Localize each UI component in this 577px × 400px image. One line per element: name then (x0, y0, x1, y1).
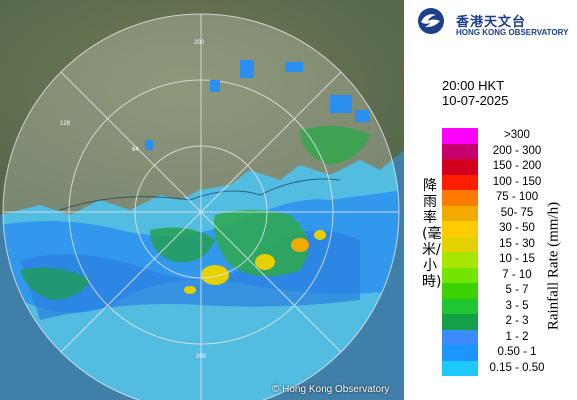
legend-swatch (442, 314, 478, 330)
ring-label-inner: 64 (132, 147, 139, 153)
legend-swatch (442, 298, 478, 314)
legend-title-en: Rainfall Rate (mm/h) (545, 201, 562, 331)
land-area (0, 0, 404, 215)
date-text: 10-07-2025 (442, 93, 509, 108)
org-name-en: HONG KONG OBSERVATORY (456, 28, 569, 37)
org-name-cn: 香港天文台 (456, 15, 527, 30)
legend-label: 10 - 15 (499, 253, 535, 265)
legend-swatch (442, 190, 478, 206)
legend-swatch (442, 205, 478, 221)
legend-label: 5 - 7 (505, 284, 529, 296)
ring-label-top: 200 (194, 40, 205, 46)
legend-swatch (442, 221, 478, 237)
legend-swatch (442, 267, 478, 283)
legend-label: 150 - 200 (492, 160, 542, 172)
legend-label: 0.15 - 0.50 (489, 361, 545, 374)
legend-swatch (442, 329, 478, 345)
ring-label-nw: 128 (60, 121, 71, 127)
legend-label: 0.50 - 1 (497, 346, 537, 358)
legend-title-cn: 降雨率(毫米/小時) (422, 178, 442, 290)
legend-panel: 香港天文台 HONG KONG OBSERVATORY 20:00 HKT 10… (404, 0, 577, 400)
legend-swatch (442, 143, 478, 159)
legend-swatch (442, 159, 478, 175)
legend-label: 75 - 100 (495, 191, 539, 203)
legend-label: 3 - 5 (505, 299, 529, 312)
legend-swatch (442, 345, 478, 361)
legend-swatch (442, 128, 478, 144)
ring-label-bottom: 200 (196, 354, 207, 360)
copyright-text: © Hong Kong Observatory (272, 384, 390, 395)
legend-label: 100 - 150 (492, 175, 542, 188)
legend-swatch (442, 283, 478, 299)
legend-label: 15 - 30 (499, 237, 535, 250)
legend-swatch (442, 252, 478, 268)
radar-map[interactable]: 200 128 64 200 © Hong Kong Observatory (0, 0, 404, 400)
radar-image: 200 128 64 200 (0, 0, 404, 400)
moderate-rain-area (214, 210, 308, 277)
hko-logo: 香港天文台 HONG KONG OBSERVATORY (416, 6, 576, 40)
range-rings (2, 13, 400, 400)
timestamp: 20:00 HKT 10-07-2025 (442, 78, 509, 108)
legend-label: 1 - 2 (505, 330, 529, 343)
legend-swatch (442, 236, 478, 252)
legend-swatch (442, 360, 478, 376)
legend-label: 200 - 300 (492, 144, 542, 157)
time-text: 20:00 HKT (442, 78, 505, 93)
legend-swatch (442, 174, 478, 190)
legend-label: >300 (504, 129, 530, 141)
legend-label: 2 - 3 (505, 315, 529, 327)
hko-swirl-icon (418, 8, 444, 34)
legend-label: 30 - 50 (499, 222, 535, 234)
legend-label: 7 - 10 (502, 268, 532, 281)
legend-label: 50- 75 (500, 206, 534, 219)
